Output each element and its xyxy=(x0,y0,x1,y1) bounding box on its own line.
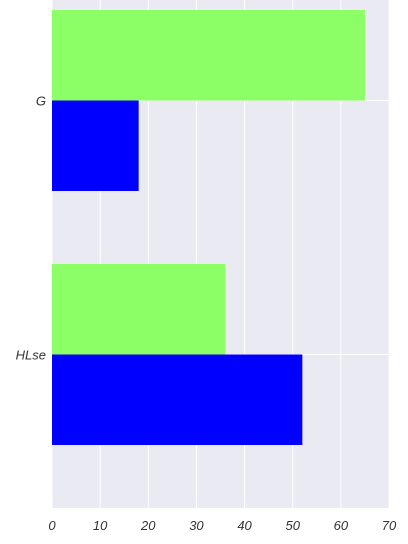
x-tick-label: 70 xyxy=(382,518,397,533)
x-tick-label: 50 xyxy=(285,518,300,533)
x-tick-label: 60 xyxy=(334,518,349,533)
x-tick-label: 0 xyxy=(48,518,56,533)
bar-hlse-series-2 xyxy=(52,354,303,445)
bar-g-series-1 xyxy=(52,10,365,101)
bar-g-series-2 xyxy=(52,100,139,191)
bars xyxy=(52,10,365,445)
x-tick-label: 20 xyxy=(140,518,156,533)
bar-hlse-series-1 xyxy=(52,264,226,355)
x-axis: 0 10 20 30 40 50 60 70 xyxy=(48,518,397,533)
y-axis: G HLse xyxy=(16,94,46,363)
y-tick-label: HLse xyxy=(16,348,46,363)
x-tick-label: 10 xyxy=(93,518,108,533)
x-tick-label: 40 xyxy=(237,518,252,533)
x-tick-label: 30 xyxy=(189,518,204,533)
y-tick-label: G xyxy=(36,94,46,109)
